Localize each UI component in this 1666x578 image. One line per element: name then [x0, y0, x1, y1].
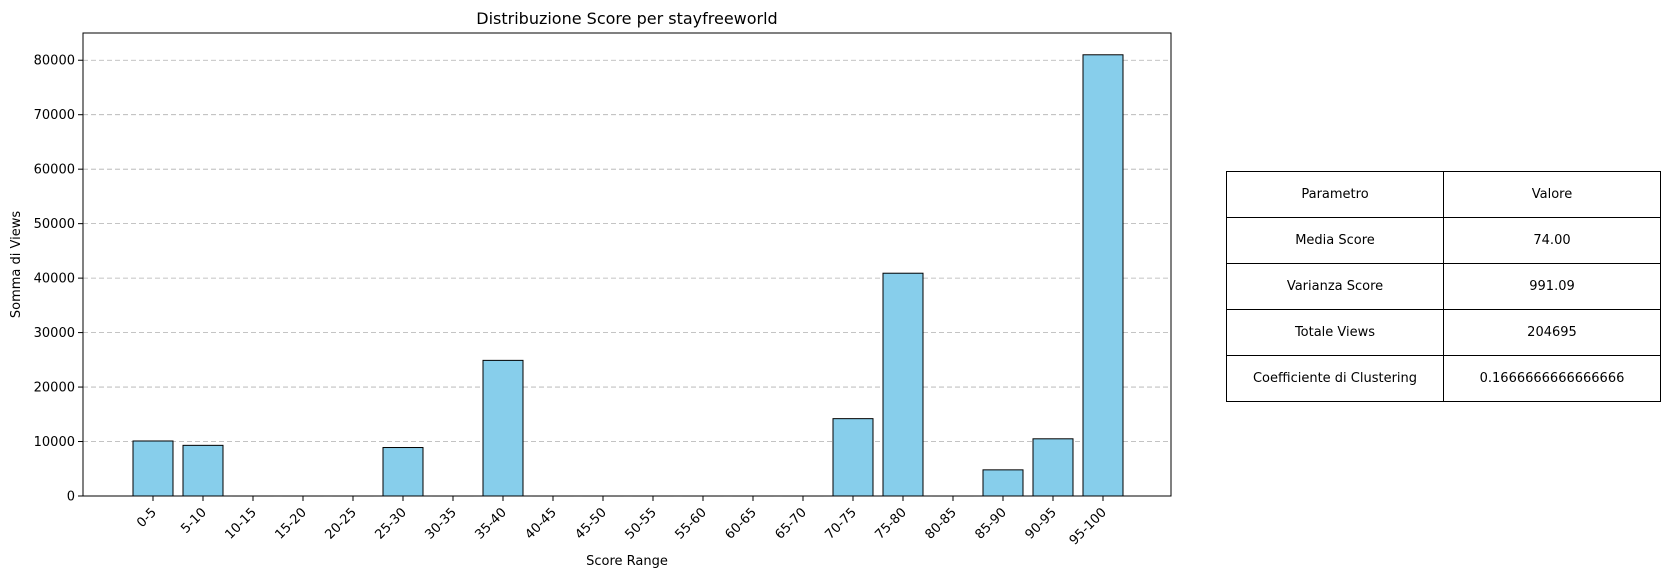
bar — [982, 469, 1024, 497]
bar — [832, 418, 874, 497]
table-cell: Totale Views — [1226, 309, 1444, 356]
x-tick-label: 35-40 — [473, 505, 510, 542]
x-axis-ticks: 0-5 5-10 10-15 15-20 20-25 25-30 30-35 35-40 40-… — [134, 496, 1110, 548]
y-axis-ticks: 0 10000 20000 30000 40000 50000 60000 70000 8000… — [34, 54, 83, 505]
stats-table: Parametro Valore Media Score 74.00 Varia… — [1226, 171, 1661, 402]
y-tick-label: 30000 — [34, 326, 75, 341]
gridlines — [83, 59, 1171, 442]
table-header-cell: Valore — [1443, 171, 1661, 218]
table-header-row: Parametro Valore — [1226, 171, 1661, 218]
x-tick-label: 25-30 — [373, 505, 410, 542]
table-row: Totale Views 204695 — [1226, 309, 1661, 356]
table-cell: 204695 — [1443, 309, 1661, 356]
table-header-cell: Parametro — [1226, 171, 1444, 218]
x-tick-label: 15-20 — [273, 505, 310, 542]
x-tick-label: 40-45 — [523, 505, 560, 542]
x-tick-label: 10-15 — [223, 505, 260, 542]
x-tick-label: 60-65 — [723, 505, 760, 542]
y-tick-label: 40000 — [34, 272, 75, 287]
x-tick-label: 80-85 — [923, 505, 960, 542]
y-tick-label: 50000 — [34, 217, 75, 232]
bar — [1032, 438, 1074, 497]
y-tick-label: 20000 — [34, 381, 75, 396]
x-tick-label: 75-80 — [873, 505, 910, 542]
x-tick-label: 65-70 — [773, 505, 810, 542]
x-tick-label: 45-50 — [573, 505, 610, 542]
x-tick-label: 0-5 — [134, 505, 160, 531]
x-tick-label: 5-10 — [178, 505, 209, 536]
x-tick-label: 20-25 — [323, 505, 360, 542]
x-tick-label: 85-90 — [973, 505, 1010, 542]
table-row: Varianza Score 991.09 — [1226, 263, 1661, 310]
table-cell: Media Score — [1226, 217, 1444, 264]
y-tick-label: 0 — [67, 490, 75, 505]
bar — [882, 272, 924, 497]
bar — [182, 444, 224, 497]
y-axis-title: Somma di Views — [9, 211, 24, 318]
x-tick-label: 55-60 — [673, 505, 710, 542]
table-cell: 991.09 — [1443, 263, 1661, 310]
bar — [1082, 54, 1124, 497]
x-tick-label: 90-95 — [1023, 505, 1060, 542]
table-cell: Coefficiente di Clustering — [1226, 355, 1444, 402]
chart-title: Distribuzione Score per stayfreeworld — [476, 9, 777, 28]
x-tick-label: 30-35 — [423, 505, 460, 542]
plot-frame — [82, 32, 1172, 497]
bars — [132, 54, 1124, 497]
bar — [132, 440, 174, 497]
y-tick-label: 60000 — [34, 163, 75, 178]
x-tick-label: 50-55 — [623, 505, 660, 542]
y-tick-label: 80000 — [34, 54, 75, 69]
x-axis-title: Score Range — [586, 554, 668, 569]
table-cell: Varianza Score — [1226, 263, 1444, 310]
bar — [382, 447, 424, 497]
bar — [482, 359, 524, 497]
table-row: Coefficiente di Clustering 0.16666666666… — [1226, 355, 1661, 402]
table-row: Media Score 74.00 — [1226, 217, 1661, 264]
table-cell: 0.1666666666666666 — [1443, 355, 1661, 402]
y-tick-label: 10000 — [34, 435, 75, 450]
x-tick-label: 95-100 — [1067, 505, 1110, 548]
table-cell: 74.00 — [1443, 217, 1661, 264]
x-tick-label: 70-75 — [823, 505, 860, 542]
y-tick-label: 70000 — [34, 108, 75, 123]
